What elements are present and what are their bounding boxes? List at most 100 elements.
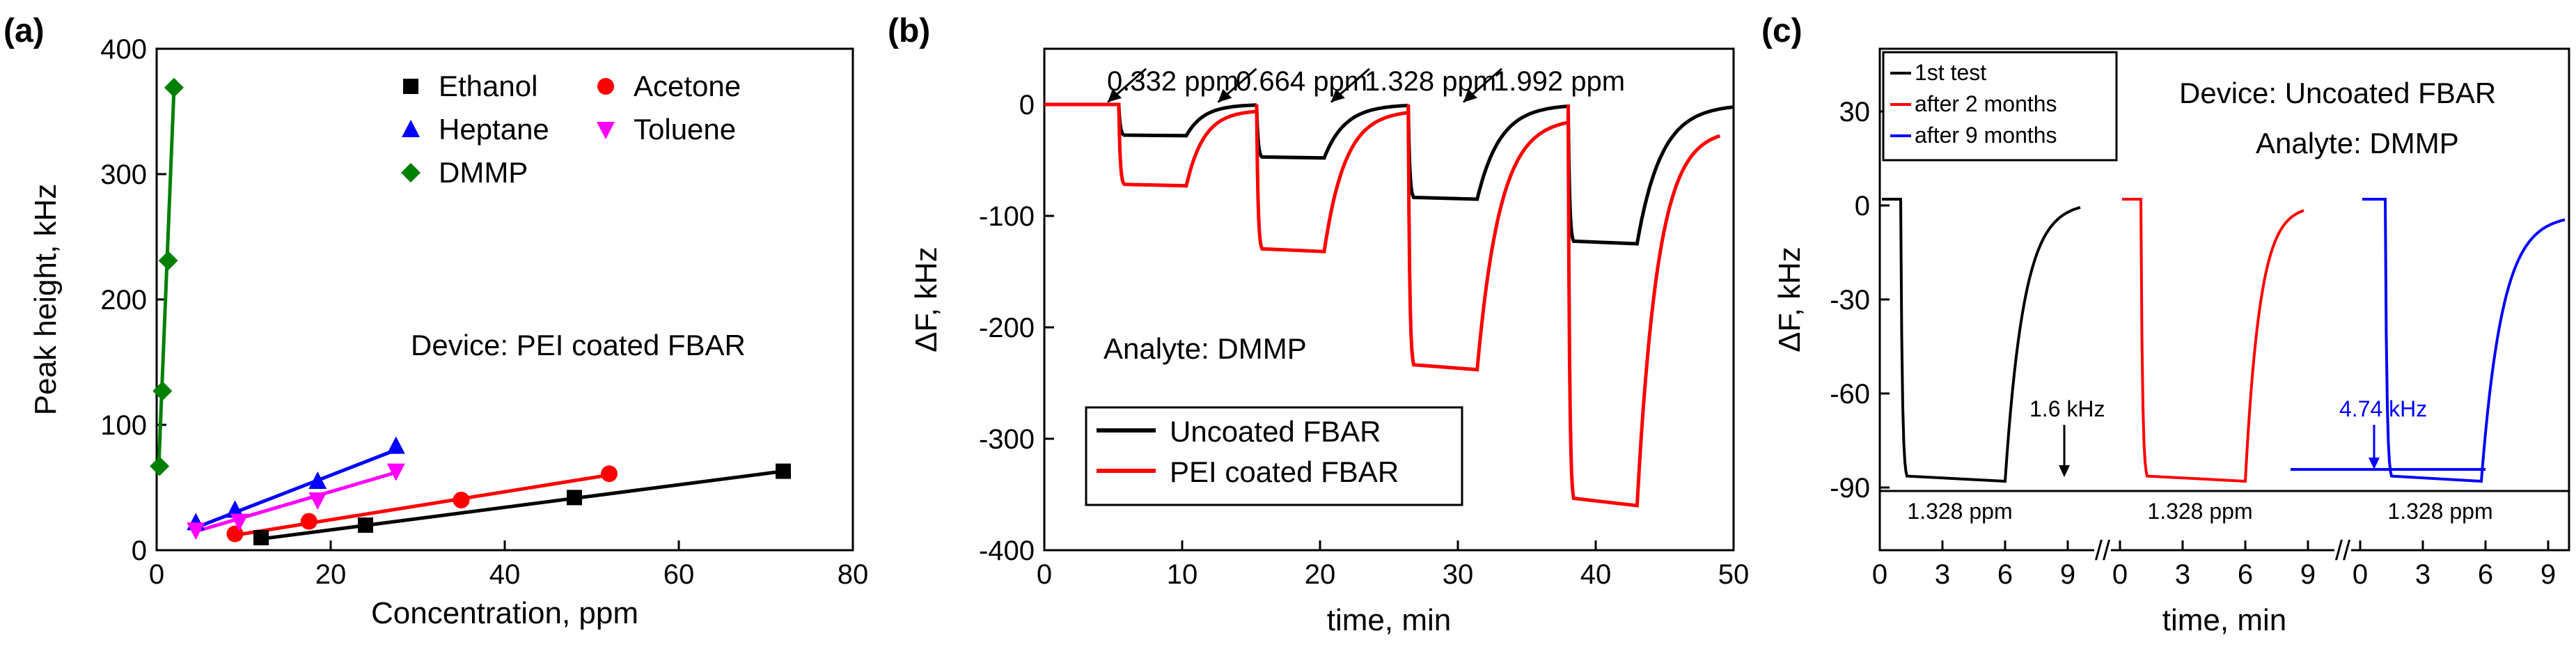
legend-label-dmmp: DMMP: [439, 156, 528, 189]
point-ethanol: [567, 490, 582, 506]
panel-c-xtick-label: 6: [1997, 559, 2013, 590]
panel-a-xtick-label: 0: [149, 559, 164, 590]
panel-c-device-annotation: Device: Uncoated FBAR: [2179, 77, 2496, 109]
legend-label-heptane: Heptane: [439, 113, 549, 146]
arrow-head: [1218, 88, 1232, 102]
panel-c-concentration-label: 1.328 ppm: [1907, 499, 2012, 524]
panel-b-ytick-label: -400: [979, 536, 1035, 566]
fit-line-ethanol: [260, 469, 784, 541]
panel-b-ytick-label: 0: [1019, 90, 1035, 120]
panel-a: (a) 0 20 40 60 80 0 100 200 300 400 Concentration…: [3, 13, 868, 630]
fit-line-acetone: [235, 473, 610, 537]
fit-line-toluene: [195, 471, 397, 533]
drift-label-1st-test: 1.6 kHz: [2029, 396, 2105, 421]
trace-after-9-months: [2362, 198, 2566, 483]
panel-c-label: (c): [1761, 13, 1803, 49]
panel-c-ylabel: ΔF, kHz: [1773, 247, 1807, 352]
fit-line-heptane: [195, 448, 397, 529]
panel-b-xlabel: time, min: [1327, 603, 1451, 637]
panel-c-ytick-label: 0: [1855, 191, 1870, 221]
panel-a-fit-lines: [157, 87, 784, 541]
legend-label: Uncoated FBAR: [1170, 415, 1381, 448]
legend-label-toluene: Toluene: [634, 113, 736, 146]
panel-c-analyte-annotation: Analyte: DMMP: [2256, 127, 2459, 159]
panel-a-ytick-label: 300: [100, 159, 147, 190]
legend-box: [1085, 406, 1463, 506]
legend-label: PEI coated FBAR: [1170, 455, 1399, 488]
point-ethanol: [358, 517, 373, 533]
panel-c-lines: [1882, 198, 2566, 483]
panel-c-ticks: 30 0 -30 -60 -90 0 3 6 9 0 3 6 9 0 3 6 9 // //: [1830, 97, 2569, 590]
point-acetone: [300, 513, 317, 530]
panel-c-ytick-label: -90: [1830, 473, 1870, 504]
panel-a-xtick-label: 80: [838, 559, 869, 590]
panel-a-ytick-label: 100: [100, 410, 147, 441]
panel-b-lines: [1044, 102, 1734, 508]
point-dmmp: [150, 456, 170, 476]
panel-c-xtick-label: 9: [2300, 559, 2316, 590]
panel-a-xtick-label: 40: [489, 559, 521, 590]
drift-label-9-months: 4.74 kHz: [2339, 396, 2427, 421]
panel-b: (b) 0 10 20 30 40 50 0 -100 -200 -300 -400 0.332 p…: [888, 13, 1749, 637]
panel-c-xtick-label: 0: [2112, 559, 2128, 590]
panel-b-legend: Uncoated FBAR PEI coated FBAR: [1085, 406, 1463, 506]
legend-marker-ethanol: [403, 79, 418, 94]
axis-break-symbol: //: [2095, 536, 2111, 566]
point-toluene: [230, 513, 249, 531]
panel-c-legend-label: after 9 months: [1915, 123, 2057, 148]
panel-a-ytick-label: 200: [100, 285, 147, 315]
line-uncoated-fbar: [1044, 102, 1734, 246]
panel-b-xtick-label: 10: [1167, 559, 1198, 590]
panel-c-xtick-label: 0: [2353, 559, 2368, 590]
fit-line-dmmp: [157, 87, 176, 476]
point-acetone: [453, 492, 470, 508]
point-toluene: [386, 463, 405, 481]
trace-1st-test: [1882, 198, 2081, 483]
panel-c-legend-label: after 2 months: [1915, 91, 2057, 116]
legend-label-acetone: Acetone: [634, 70, 741, 102]
panel-c-concentration-label: 1.328 ppm: [2387, 499, 2492, 524]
panel-a-label: (a): [3, 13, 45, 49]
panel-b-xtick-label: 0: [1037, 559, 1052, 590]
point-toluene: [308, 492, 327, 510]
panel-b-ytick-label: -200: [979, 313, 1035, 343]
point-acetone: [601, 465, 618, 483]
panel-a-legend: Ethanol Acetone Heptane Toluene DMMP: [401, 70, 741, 189]
arrow-head: [1108, 88, 1122, 102]
panel-b-analyte-annotation: Analyte: DMMP: [1104, 332, 1307, 365]
panel-a-device-annotation: Device: PEI coated FBAR: [411, 329, 746, 361]
panel-b-plot-area: [1043, 47, 1735, 552]
panel-b-ylabel: ΔF, kHz: [909, 247, 943, 352]
panel-c-ytick-label: -30: [1830, 285, 1870, 315]
panel-b-ticks: 0 10 20 30 40 50 0 -100 -200 -300 -400: [979, 90, 1749, 590]
legend-marker-acetone: [597, 78, 614, 95]
panel-b-xtick-label: 30: [1443, 559, 1474, 590]
drift-arrow-head: [2059, 465, 2070, 477]
point-heptane: [386, 436, 405, 454]
panel-c-ytick-label: -60: [1830, 379, 1870, 410]
panel-b-xtick-label: 40: [1580, 559, 1612, 590]
panel-c-xtick-label: 9: [2540, 559, 2556, 590]
legend-marker-toluene: [597, 122, 615, 139]
panel-c-legend-box: [1882, 51, 2118, 162]
panel-a-ticks: 0 20 40 60 80 0 100 200 300 400: [100, 34, 868, 590]
point-ethanol: [776, 463, 791, 479]
panel-c-xtick-label: 6: [2238, 559, 2253, 590]
concentration-label: 0.332 ppm: [1107, 66, 1239, 97]
panel-c-annotations: 1st test after 2 months after 9 months 1.32…: [1882, 51, 2493, 524]
panel-c-xtick-label: 3: [1935, 559, 1950, 590]
panel-a-xlabel: Concentration, ppm: [371, 596, 638, 630]
point-dmmp: [158, 251, 178, 271]
panel-c-xtick-label: 3: [2175, 559, 2190, 590]
panel-c-xtick-label: 3: [2415, 559, 2430, 590]
panel-c-xlabel: time, min: [2162, 603, 2286, 637]
panel-a-xtick-label: 20: [315, 559, 347, 590]
drift-arrow-head: [2369, 458, 2380, 469]
axis-break-gap: [2094, 536, 2111, 564]
axis-break-gap: [2334, 536, 2351, 564]
legend-marker-heptane: [402, 120, 420, 137]
legend-marker-dmmp: [401, 163, 421, 182]
panel-b-ytick-label: -100: [979, 201, 1035, 232]
